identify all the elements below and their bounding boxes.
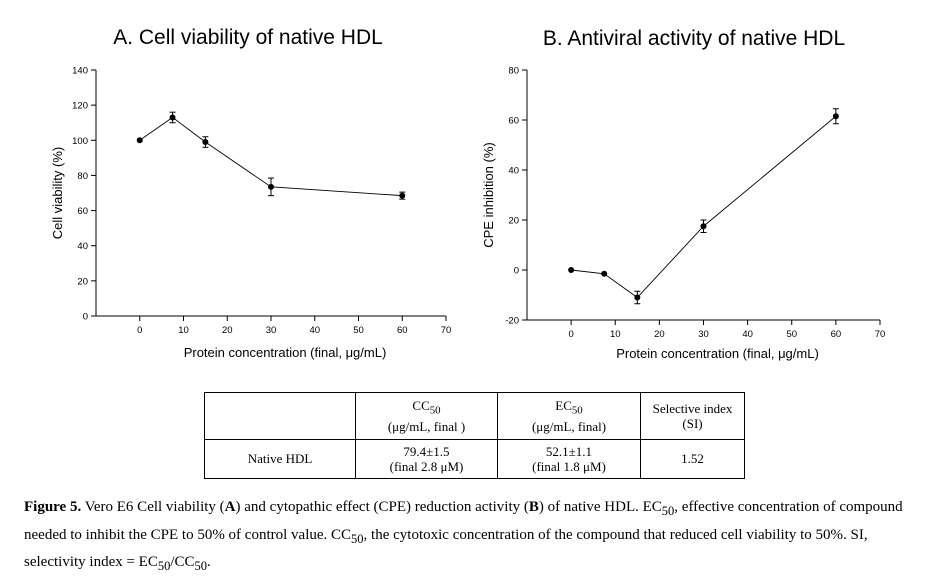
table-row: Native HDL 79.4±1.5 (final 2.8 μM) 52.1±… — [204, 438, 745, 480]
caption-text-2: ) and cytopathic effect (CPE) reduction … — [235, 499, 529, 515]
ec50-header-subscript: 50 — [571, 404, 583, 417]
caption-subscript: 50 — [351, 531, 364, 546]
chart-b-x-tick-label: 70 — [875, 329, 886, 340]
chart-b-data-point — [601, 270, 608, 277]
cc50-header-subscript: 50 — [429, 404, 441, 417]
chart-b-x-tick-label: 30 — [698, 329, 709, 340]
caption-panel-a: A — [224, 499, 236, 515]
chart-b-y-tick-label: -20 — [505, 316, 519, 327]
si-header-label: Selective index — [652, 400, 733, 416]
cc50-cell: 79.4±1.5 (final 2.8 μM) — [355, 438, 498, 480]
cc50-header: CC50 (μg/mL, final ) — [355, 392, 498, 440]
chart-a-x-tick-label: 50 — [353, 325, 364, 336]
chart-a-x-tick-label: 10 — [178, 325, 189, 336]
chart-b-x-tick-label: 0 — [568, 329, 573, 340]
caption-label: Figure 5. — [24, 499, 82, 515]
cc50-header-unit: (μg/mL, final ) — [387, 418, 466, 434]
cc50-final: (final 2.8 μM) — [389, 458, 464, 474]
chart-b-y-tick-label: 0 — [514, 266, 519, 277]
chart-a-x-tick-label: 40 — [309, 325, 320, 336]
chart-a-x-tick-label: 60 — [397, 325, 408, 336]
chart-b-y-tick-label: 20 — [508, 216, 519, 227]
ec50-cell: 52.1±1.1 (final 1.8 μM) — [497, 438, 641, 480]
chart-a-x-label: Protein concentration (final, μg/mL) — [184, 345, 387, 360]
chart-a-x-tick-label: 30 — [266, 325, 277, 336]
ec50-header-unit: (μg/mL, final) — [531, 418, 607, 434]
chart-a-y-tick-label: 40 — [77, 241, 88, 252]
caption-text-1: Vero E6 Cell viability ( — [81, 499, 225, 515]
chart-b-x-tick-label: 20 — [654, 329, 665, 340]
cc50-value: 79.4±1.5 — [403, 443, 450, 459]
row-name: Native HDL — [204, 438, 356, 480]
ec50-header-label: EC — [555, 397, 572, 413]
chart-b-y-tick-label: 60 — [508, 116, 519, 127]
chart-b-data-point — [832, 113, 839, 120]
chart-a-y-tick-label: 100 — [72, 136, 88, 147]
chart-b-data-point — [568, 267, 575, 273]
chart-b-title: B. Antiviral activity of native HDL — [543, 27, 845, 50]
caption-text-7: . — [207, 554, 211, 570]
ec50-header: EC50 (μg/mL, final) — [497, 392, 641, 440]
chart-a-y-tick-label: 0 — [83, 312, 88, 323]
table-header-row: CC50 (μg/mL, final ) EC50 (μg/mL, final)… — [204, 392, 745, 440]
si-header: Selective index (SI) — [640, 392, 745, 440]
chart-b-x-tick-label: 10 — [610, 329, 621, 340]
table-corner-cell — [204, 392, 356, 440]
caption-subscript: 50 — [157, 559, 171, 573]
chart-a-title: A. Cell viability of native HDL — [113, 26, 383, 49]
chart-a-y-tick-label: 140 — [72, 66, 88, 77]
chart-b-x-label: Protein concentration (final, μg/mL) — [616, 346, 819, 361]
figure-charts: A. Cell viability of native HDL 0 20 40 60 80… — [50, 26, 886, 361]
chart-a-x-tick-label: 70 — [441, 325, 452, 336]
ec50-value: 52.1±1.1 — [545, 443, 593, 459]
chart-b-data-point — [634, 294, 641, 301]
chart-b-series-line — [571, 115, 837, 299]
chart-b-y-label: CPE inhibition (%) — [481, 142, 496, 248]
caption-text-4: , effective concentration of compound ne… — [24, 499, 903, 543]
caption-panel-b: B — [528, 499, 539, 515]
si-value: 1.52 — [640, 438, 745, 480]
chart-a-x-tick-label: 0 — [137, 325, 142, 336]
chart-a-data-point — [268, 183, 274, 190]
chart-a-data-point — [136, 137, 143, 144]
caption-text-5: , the cytotoxic concentration of the com… — [24, 526, 868, 571]
chart-a-data-point — [399, 192, 406, 199]
chart-b-y-tick-label: 40 — [508, 166, 519, 177]
chart-a-y-tick-label: 60 — [77, 206, 88, 217]
chart-a-data-point — [202, 139, 209, 146]
caption-text-6: /CC — [170, 554, 195, 570]
chart-a-y-label: Cell viability (%) — [50, 147, 65, 239]
chart-a-y-tick-label: 20 — [77, 276, 88, 287]
caption-text-3: ) of native HDL. EC — [538, 499, 662, 515]
results-table: CC50 (μg/mL, final ) EC50 (μg/mL, final)… — [204, 392, 745, 480]
caption-subscript: 50 — [661, 504, 675, 518]
chart-b-x-tick-label: 40 — [742, 329, 753, 340]
figure-caption: Figure 5. Vero E6 Cell viability (A) and… — [24, 496, 916, 579]
ec50-final: (final 1.8 μM) — [532, 458, 606, 474]
chart-b-data-point — [700, 223, 707, 230]
chart-a-y-tick-label: 80 — [77, 171, 88, 182]
cc50-header-label: CC — [412, 397, 430, 413]
chart-a-x-tick-label: 20 — [222, 325, 233, 336]
chart-b-x-tick-label: 50 — [786, 329, 797, 340]
chart-b-y-tick-label: 80 — [508, 66, 519, 77]
caption-subscript: 50 — [194, 559, 208, 573]
chart-a-data-point — [169, 114, 176, 121]
chart-a-y-tick-label: 120 — [72, 101, 88, 112]
chart-b-x-tick-label: 60 — [831, 329, 842, 340]
si-header-unit: (SI) — [682, 415, 703, 431]
